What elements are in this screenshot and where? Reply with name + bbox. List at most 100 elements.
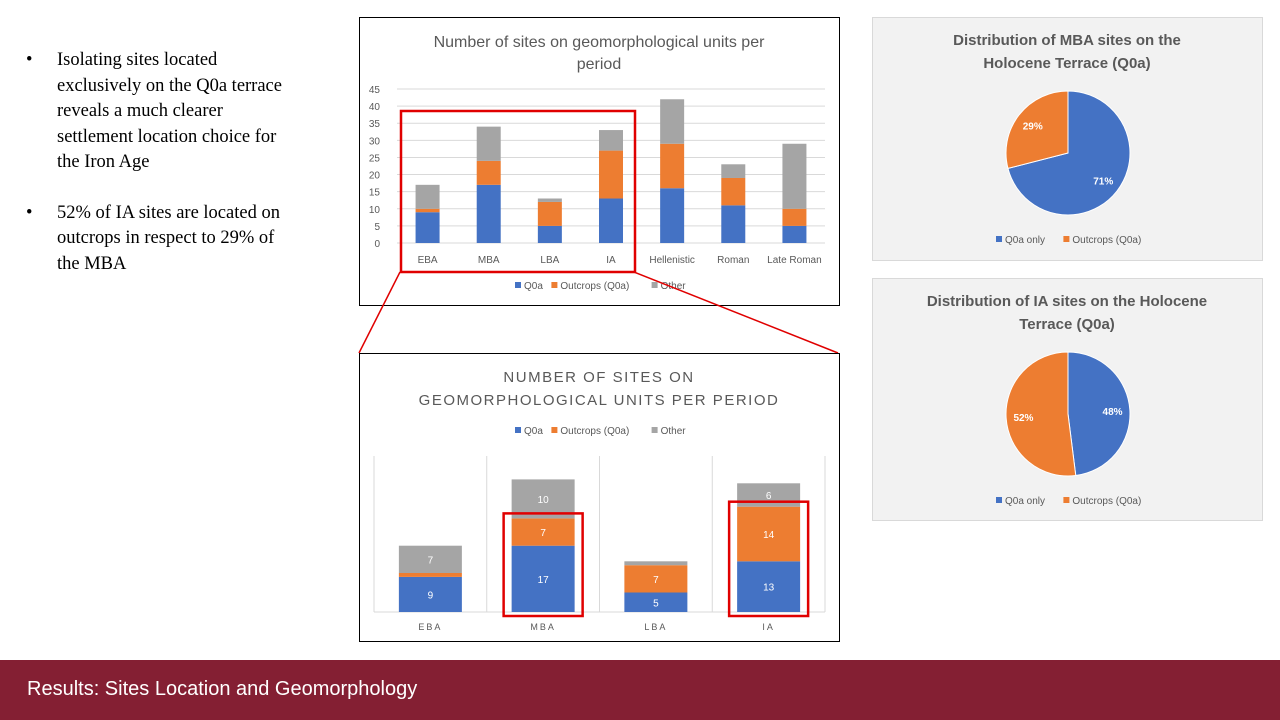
chart-title: NUMBER OF SITES ON	[503, 369, 694, 386]
footer-title: Results: Sites Location and Geomorpholog…	[27, 678, 418, 700]
legend-label: Q0a only	[1005, 496, 1045, 507]
legend-swatch	[1063, 497, 1070, 503]
bar-segment	[624, 561, 688, 566]
footer-bar: Results: Sites Location and Geomorpholog…	[0, 660, 1280, 720]
legend-swatch	[996, 497, 1002, 503]
legend-label: Q0a only	[1005, 235, 1045, 246]
x-tick-label: Hellenistic	[649, 255, 695, 266]
data-label: 48%	[1103, 407, 1123, 418]
y-tick-label: 30	[369, 136, 381, 147]
y-tick-label: 10	[369, 205, 381, 216]
bar-segment	[660, 188, 685, 243]
bullet-text: 52% of IA sites are located on outcrops …	[57, 202, 280, 274]
x-tick-label: LBA	[644, 622, 667, 632]
x-tick-label: Late Roman	[767, 255, 821, 266]
bar-segment	[398, 576, 462, 612]
data-label: 17	[538, 575, 550, 586]
y-tick-label: 0	[374, 239, 380, 250]
bar-segment	[737, 506, 801, 562]
chart-zoom-periods: NUMBER OF SITES ON GEOMORPHOLOGICAL UNITS…	[373, 369, 826, 632]
data-label: 7	[653, 575, 659, 586]
data-label: 14	[763, 530, 775, 541]
bar-segment	[721, 177, 746, 206]
pie-slice	[1007, 90, 1131, 216]
x-tick-label: MBA	[478, 255, 500, 266]
bar-segment	[782, 143, 807, 209]
highlight-box	[399, 109, 637, 274]
y-tick-label: 35	[369, 119, 381, 130]
chart-title: Distribution of IA sites on the Holocene	[927, 293, 1207, 310]
highlight-box	[502, 512, 584, 618]
pie-ia: Distribution of IA sites on the Holocene…	[927, 293, 1207, 507]
legend-label: Outcrops (Q0a)	[1072, 235, 1141, 246]
bar-segment	[660, 143, 685, 189]
zoom-line-left	[358, 271, 401, 354]
bullet-dot: •	[26, 202, 33, 223]
legend-label: Q0a	[524, 426, 543, 437]
legend-swatch	[996, 236, 1002, 242]
bar-segment	[398, 545, 462, 573]
data-label: 5	[653, 598, 659, 609]
bar-segment	[398, 573, 462, 577]
bar-segment	[599, 130, 623, 151]
chart-title: Number of sites on geomorphological unit…	[434, 34, 766, 51]
data-label: 52%	[1013, 413, 1033, 424]
y-tick-label: 45	[369, 85, 381, 96]
x-tick-label: IA	[606, 255, 616, 266]
bullet-dot: •	[26, 50, 33, 70]
data-label: 6	[766, 491, 772, 502]
bullet-item: • 52% of IA sites are located on outcrop…	[26, 201, 296, 278]
bar-segment	[415, 212, 440, 243]
y-tick-label: 40	[369, 102, 381, 113]
bar-segment	[476, 126, 501, 161]
data-label: 7	[540, 528, 546, 539]
x-tick-label: EBA	[418, 255, 438, 266]
bullet-list: • Isolating sites located exclusively on…	[26, 48, 296, 302]
legend-swatch	[551, 427, 558, 433]
bar-segment	[415, 184, 440, 209]
y-tick-label: 25	[369, 153, 381, 164]
legend-swatch	[515, 282, 521, 288]
bar-segment	[537, 201, 562, 226]
chart-title: Holocene Terrace (Q0a)	[983, 55, 1150, 72]
bar-segment	[599, 198, 623, 243]
bar-segment	[721, 164, 746, 178]
y-tick-label: 20	[369, 171, 381, 182]
x-tick-label: IA	[762, 622, 775, 632]
bar-segment	[537, 198, 562, 202]
pie-mba-panel: Distribution of MBA sites on the Holocene…	[872, 17, 1263, 261]
legend-label: Outcrops (Q0a)	[560, 281, 629, 292]
bar-segment	[415, 208, 440, 213]
bar-segment	[782, 208, 807, 226]
legend-swatch	[515, 427, 521, 433]
bar-segment	[624, 592, 688, 612]
bar-segment	[511, 479, 575, 519]
pie-slice	[1067, 351, 1131, 477]
data-label: 71%	[1093, 176, 1113, 187]
y-tick-label: 15	[369, 188, 381, 199]
legend-swatch	[651, 427, 658, 433]
bar-segment	[782, 225, 807, 243]
data-label: 10	[538, 495, 550, 506]
chart-zoom-periods-frame: NUMBER OF SITES ON GEOMORPHOLOGICAL UNITS…	[359, 353, 840, 642]
legend-swatch	[651, 282, 658, 288]
chart-full-periods: Number of sites on geomorphological unit…	[369, 34, 825, 292]
y-tick-label: 5	[374, 222, 380, 233]
legend-label: Other	[661, 426, 687, 437]
chart-full-periods-frame: Number of sites on geomorphological unit…	[359, 17, 840, 306]
zoom-line-right	[633, 271, 839, 354]
chart-title: Terrace (Q0a)	[1019, 316, 1115, 333]
bar-segment	[721, 205, 746, 243]
bar-segment	[511, 518, 575, 546]
data-label: 29%	[1023, 122, 1043, 133]
legend-label: Outcrops (Q0a)	[1072, 496, 1141, 507]
legend-label: Other	[661, 281, 687, 292]
x-tick-label: EBA	[418, 622, 442, 632]
legend-label: Outcrops (Q0a)	[560, 426, 629, 437]
pie-slice	[1005, 90, 1069, 170]
pie-ia-panel: Distribution of IA sites on the Holocene…	[872, 278, 1263, 521]
pie-mba: Distribution of MBA sites on the Holocene…	[953, 32, 1181, 246]
data-label: 13	[763, 583, 775, 594]
legend-swatch	[1063, 236, 1070, 242]
